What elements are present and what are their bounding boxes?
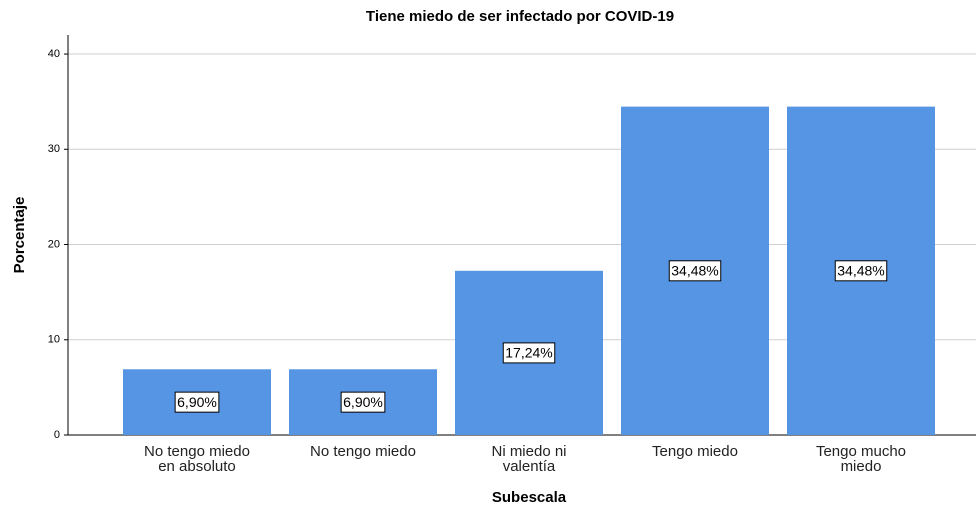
value-label: 34,48% bbox=[671, 263, 718, 279]
y-tick-label: 40 bbox=[48, 48, 60, 60]
x-tick-label: No tengo miedo en absoluto bbox=[144, 443, 250, 475]
value-label: 17,24% bbox=[505, 345, 552, 361]
x-tick-label: No tengo miedo bbox=[310, 443, 416, 460]
x-tick-label: Tengo miedo bbox=[652, 443, 738, 460]
x-tick-label: Tengo mucho miedo bbox=[815, 443, 907, 475]
y-tick-label: 30 bbox=[48, 143, 60, 155]
value-label-box bbox=[834, 260, 888, 282]
value-label: 6,90% bbox=[177, 394, 217, 410]
y-tick-label: 10 bbox=[48, 334, 60, 346]
y-axis-label: Porcentaje bbox=[11, 197, 28, 274]
value-label-box bbox=[174, 391, 220, 413]
value-label-box bbox=[502, 342, 556, 364]
chart-title: Tiene miedo de ser infectado por COVID-1… bbox=[366, 8, 674, 25]
value-label: 34,48% bbox=[837, 263, 884, 279]
value-label-box bbox=[340, 391, 386, 413]
value-label: 6,90% bbox=[343, 394, 383, 410]
x-tick-label: Ni miedo ni valentía bbox=[491, 443, 567, 475]
x-axis-label: Subescala bbox=[492, 489, 567, 506]
y-tick-label: 20 bbox=[48, 238, 60, 250]
value-label-box bbox=[668, 260, 722, 282]
y-tick-label: 0 bbox=[54, 429, 60, 441]
